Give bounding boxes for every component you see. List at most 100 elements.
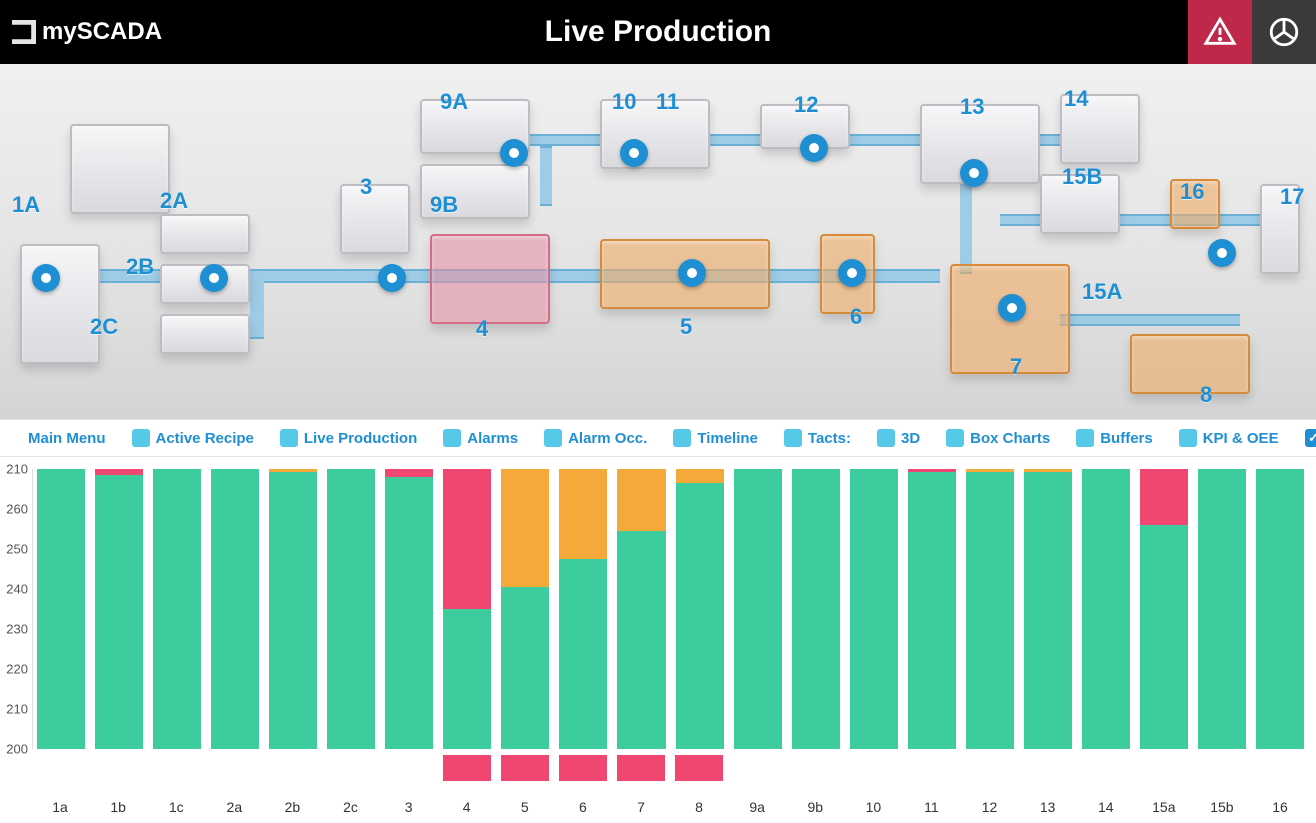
tab-3d[interactable]: 3D — [877, 429, 920, 447]
bar-12[interactable] — [966, 469, 1014, 749]
tab-label: KPI & OEE — [1203, 430, 1279, 447]
y-tick-label: 260 — [6, 502, 28, 517]
tab-label: Timeline — [697, 430, 758, 447]
bar-1a[interactable] — [37, 469, 85, 749]
bar-1b[interactable] — [95, 469, 143, 749]
alert-strip-cell — [385, 755, 433, 781]
alert-strip-cell — [152, 755, 200, 781]
station-label: 15A — [1082, 279, 1122, 305]
alert-strip-cell — [1082, 755, 1130, 781]
bar-15a[interactable] — [1140, 469, 1188, 749]
bar-10[interactable] — [850, 469, 898, 749]
logo[interactable]: mySCADA — [12, 18, 162, 46]
bar-5[interactable] — [501, 469, 549, 749]
checkbox-icon — [1076, 429, 1094, 447]
bar-segment-green — [443, 609, 491, 749]
x-tick-label: 8 — [675, 799, 723, 815]
bar-segment-green — [153, 469, 201, 749]
bar-14[interactable] — [1082, 469, 1130, 749]
station-node-5[interactable] — [678, 259, 706, 287]
bar-segment-red — [95, 469, 143, 475]
checkbox-icon — [132, 429, 150, 447]
tab-kpi-oee[interactable]: KPI & OEE — [1179, 429, 1279, 447]
bar-segment-green — [908, 472, 956, 749]
tab-box-charts[interactable]: Box Charts — [946, 429, 1050, 447]
alert-strip-cell — [559, 755, 607, 781]
bar-segment-orange — [501, 469, 549, 587]
bar-segment-green — [95, 475, 143, 749]
x-tick-label: 9a — [733, 799, 781, 815]
alert-strip-cell — [617, 755, 665, 781]
chart-red-strip — [32, 755, 1308, 781]
tab-active-recipe[interactable]: Active Recipe — [132, 429, 254, 447]
alarm-warning-button[interactable] — [1188, 0, 1252, 64]
bar-segment-orange — [559, 469, 607, 559]
alert-strip-cell — [733, 755, 781, 781]
header-buttons — [1188, 0, 1316, 64]
tab-main-menu[interactable]: Main Menu — [4, 429, 106, 447]
station-node-9[interactable] — [500, 139, 528, 167]
tab-timeline[interactable]: Timeline — [673, 429, 758, 447]
tab-label: Alarms — [467, 430, 518, 447]
bar-7[interactable] — [617, 469, 665, 749]
tab-live-production[interactable]: Live Production — [280, 429, 417, 447]
bar-4[interactable] — [443, 469, 491, 749]
bar-segment-red — [1140, 469, 1188, 525]
station-label: 11 — [656, 89, 679, 115]
alert-strip-cell — [268, 755, 316, 781]
station-node-13[interactable] — [960, 159, 988, 187]
station-node-10[interactable] — [620, 139, 648, 167]
y-tick-label: 250 — [6, 542, 28, 557]
alert-strip-cell — [1140, 755, 1188, 781]
tab-alarm-occ[interactable]: Alarm Occ. — [544, 429, 647, 447]
bar-2c[interactable] — [327, 469, 375, 749]
x-tick-label: 10 — [849, 799, 897, 815]
station-label: 1A — [12, 192, 40, 218]
checkbox-icon — [946, 429, 964, 447]
station-node-6[interactable] — [838, 259, 866, 287]
alert-strip-cell — [966, 755, 1014, 781]
bar-3[interactable] — [385, 469, 433, 749]
station-node-1A[interactable] — [32, 264, 60, 292]
bar-2b[interactable] — [269, 469, 317, 749]
chart-x-labels: 1a1b1c2a2b2c3456789a9b101112131415a15b16 — [32, 799, 1308, 815]
station-label: 2A — [160, 188, 188, 214]
times-chart: 200210220230240250260210 1a1b1c2a2b2c345… — [0, 457, 1316, 823]
page-title: Live Production — [545, 15, 772, 49]
bar-9a[interactable] — [734, 469, 782, 749]
bar-15b[interactable] — [1198, 469, 1246, 749]
alert-strip-cell — [210, 755, 258, 781]
bar-1c[interactable] — [153, 469, 201, 749]
tab-alarms[interactable]: Alarms — [443, 429, 518, 447]
tab-label: Main Menu — [28, 430, 106, 447]
tab-tacts[interactable]: Tacts: — [784, 429, 851, 447]
bar-segment-green — [734, 469, 782, 749]
station-node-3[interactable] — [378, 264, 406, 292]
bar-2a[interactable] — [211, 469, 259, 749]
logo-icon — [12, 20, 36, 44]
machine-orange — [1130, 334, 1250, 394]
bar-8[interactable] — [676, 469, 724, 749]
x-tick-label: 15a — [1140, 799, 1188, 815]
tab-times[interactable]: Times — [1305, 429, 1316, 447]
bar-segment-green — [1082, 469, 1130, 749]
x-tick-label: 7 — [617, 799, 665, 815]
alert-strip-cell — [443, 755, 491, 781]
bar-16[interactable] — [1256, 469, 1304, 749]
station-node-7[interactable] — [998, 294, 1026, 322]
stop-button[interactable] — [1252, 0, 1316, 64]
y-tick-label: 230 — [6, 622, 28, 637]
tab-buffers[interactable]: Buffers — [1076, 429, 1153, 447]
x-tick-label: 3 — [385, 799, 433, 815]
x-tick-label: 2b — [268, 799, 316, 815]
bar-9b[interactable] — [792, 469, 840, 749]
bar-6[interactable] — [559, 469, 607, 749]
station-node-16[interactable] — [1208, 239, 1236, 267]
alert-strip-cell — [675, 755, 723, 781]
station-node-2[interactable] — [200, 264, 228, 292]
bar-13[interactable] — [1024, 469, 1072, 749]
station-node-12[interactable] — [800, 134, 828, 162]
bar-segment-red — [385, 469, 433, 477]
bar-11[interactable] — [908, 469, 956, 749]
station-label: 7 — [1010, 354, 1022, 380]
